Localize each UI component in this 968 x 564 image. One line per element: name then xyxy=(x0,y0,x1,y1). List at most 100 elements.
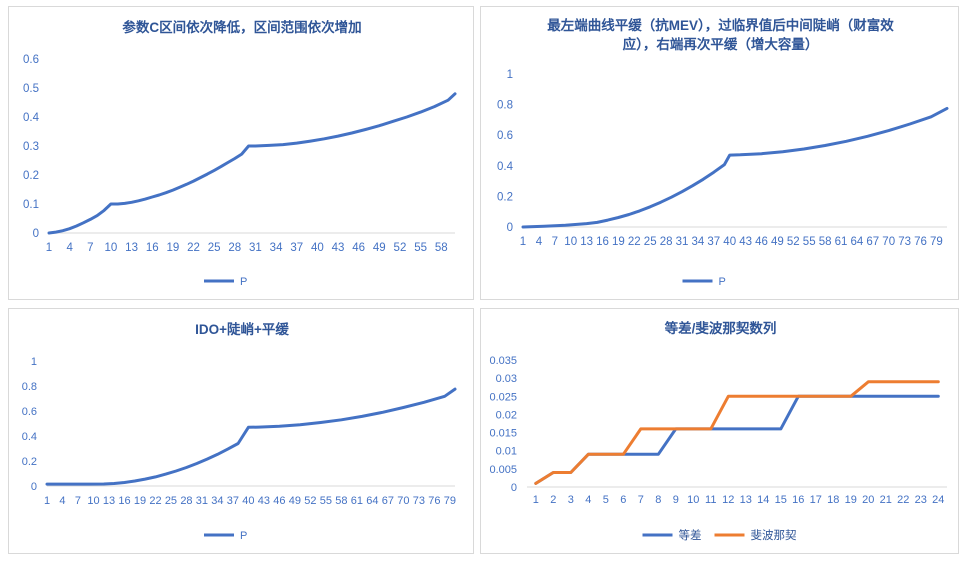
x-tick-label: 31 xyxy=(196,495,208,507)
x-tick-label: 79 xyxy=(444,495,456,507)
x-tick-label: 49 xyxy=(771,236,784,248)
y-tick-label: 0.2 xyxy=(22,456,37,468)
x-tick-label: 46 xyxy=(273,495,285,507)
y-tick-label: 0.015 xyxy=(489,428,517,440)
x-tick-label: 15 xyxy=(775,494,787,506)
chart-panel-3: IDO+陡峭+平缓 0 0.2 0.4 0.6 0.8 1 1 4 7 10 13 16 19 22 25 28… xyxy=(8,308,474,554)
x-tick-label: 16 xyxy=(146,242,159,254)
chart-title: 参数C区间依次降低，区间范围依次增加 xyxy=(122,19,361,35)
x-tick-label: 73 xyxy=(898,236,911,248)
x-tick-label: 52 xyxy=(304,495,316,507)
x-tick-label: 22 xyxy=(897,494,909,506)
x-tick-label: 16 xyxy=(118,495,130,507)
x-tick-label: 13 xyxy=(740,494,752,506)
legend-label: P xyxy=(240,276,247,288)
x-tick-label: 14 xyxy=(757,494,769,506)
x-tick-label: 52 xyxy=(787,236,800,248)
x-tick-label: 37 xyxy=(707,236,720,248)
x-tick-label: 19 xyxy=(166,242,179,254)
x-tick-label: 43 xyxy=(258,495,270,507)
y-tick-label: 1 xyxy=(507,69,513,81)
series-line-2 xyxy=(534,380,940,485)
x-tick-label: 22 xyxy=(628,236,641,248)
x-tick-label: 20 xyxy=(862,494,874,506)
x-tick-label: 6 xyxy=(620,494,626,506)
x-tick-label: 64 xyxy=(851,236,864,248)
legend-label: P xyxy=(719,276,726,288)
y-tick-label: 0.01 xyxy=(496,446,517,458)
x-tick-label: 55 xyxy=(803,236,816,248)
x-tick-label: 19 xyxy=(845,494,857,506)
series-line-1 xyxy=(47,92,457,235)
x-tick-label: 1 xyxy=(533,494,539,506)
x-tick-label: 11 xyxy=(705,494,716,506)
x-tick-label: 5 xyxy=(603,494,609,506)
y-tick-label: 0 xyxy=(511,482,517,494)
x-tick-label: 58 xyxy=(435,242,448,254)
x-tick-label: 34 xyxy=(692,236,705,248)
x-tick-label: 25 xyxy=(644,236,657,248)
y-tick-label: 0.6 xyxy=(22,406,37,418)
x-tick-label: 43 xyxy=(739,236,752,248)
y-tick-label: 0.03 xyxy=(496,373,517,385)
series-line-1 xyxy=(521,106,949,229)
y-tick-label: 0 xyxy=(33,228,39,240)
y-tick-label: 0.5 xyxy=(23,83,39,95)
chart-title-line: 应），右端再次平缓（增大容量） xyxy=(623,36,819,52)
x-tick-label: 25 xyxy=(208,242,221,254)
y-tick-label: 0.02 xyxy=(496,409,517,421)
x-tick-label: 40 xyxy=(723,236,736,248)
x-tick-label: 31 xyxy=(676,236,689,248)
x-tick-label: 52 xyxy=(394,242,407,254)
x-tick-label: 49 xyxy=(373,242,386,254)
x-tick-label: 28 xyxy=(660,236,673,248)
y-tick-label: 0.4 xyxy=(22,431,37,443)
x-tick-label: 18 xyxy=(827,494,839,506)
x-tick-label: 7 xyxy=(87,242,93,254)
chart-panel-4: 等差/斐波那契数列 0 0.005 0.01 0.015 0.02 0.025 0.03 0.0… xyxy=(480,308,959,554)
legend-label-2: 斐波那契 xyxy=(751,528,797,542)
x-tick-label: 2 xyxy=(550,494,556,506)
x-tick-label: 31 xyxy=(249,242,262,254)
chart-4-svg: 等差/斐波那契数列 0 0.005 0.01 0.015 0.02 0.025 0.03 0.0… xyxy=(489,320,947,542)
y-tick-label: 0.3 xyxy=(23,141,39,153)
y-tick-label: 0.6 xyxy=(23,54,39,66)
chart-title: 等差/斐波那契数列 xyxy=(665,320,777,336)
x-tick-label: 61 xyxy=(351,495,363,507)
y-tick-label: 0.025 xyxy=(489,391,517,403)
x-tick-label: 40 xyxy=(311,242,324,254)
x-tick-label: 10 xyxy=(687,494,699,506)
y-tick-label: 0.4 xyxy=(23,112,40,124)
x-tick-label: 37 xyxy=(290,242,303,254)
x-tick-label: 10 xyxy=(87,495,99,507)
x-tick-label: 70 xyxy=(882,236,895,248)
y-tick-label: 0.8 xyxy=(22,381,37,393)
series-line-1 xyxy=(45,387,457,486)
x-tick-label: 4 xyxy=(585,494,591,506)
x-tick-label: 3 xyxy=(568,494,574,506)
x-tick-label: 17 xyxy=(810,494,822,506)
x-tick-label: 12 xyxy=(722,494,734,506)
x-tick-label: 4 xyxy=(66,242,73,254)
x-tick-label: 8 xyxy=(655,494,661,506)
chart-panel-1: 参数C区间依次降低，区间范围依次增加 0 0.1 0.2 0.3 0.4 0.5 0.6 1 4 7… xyxy=(8,6,474,300)
x-tick-label: 24 xyxy=(932,494,944,506)
x-tick-label: 67 xyxy=(866,236,879,248)
x-tick-label: 7 xyxy=(638,494,644,506)
x-tick-label: 55 xyxy=(414,242,427,254)
x-tick-label: 76 xyxy=(428,495,440,507)
x-tick-label: 49 xyxy=(289,495,301,507)
x-tick-label: 28 xyxy=(228,242,241,254)
chart-title: IDO+陡峭+平缓 xyxy=(195,321,289,337)
x-tick-label: 1 xyxy=(46,242,52,254)
x-tick-label: 58 xyxy=(335,495,347,507)
x-tick-label: 23 xyxy=(915,494,927,506)
chart-title-line: 最左端曲线平缓（抗MEV），过临界值后中间陡峭（财富效 xyxy=(547,17,894,33)
x-tick-label: 9 xyxy=(673,494,679,506)
x-tick-label: 19 xyxy=(612,236,625,248)
x-tick-label: 79 xyxy=(930,236,943,248)
x-tick-label: 55 xyxy=(320,495,332,507)
x-tick-label: 16 xyxy=(596,236,609,248)
y-tick-label: 0.005 xyxy=(489,464,517,476)
